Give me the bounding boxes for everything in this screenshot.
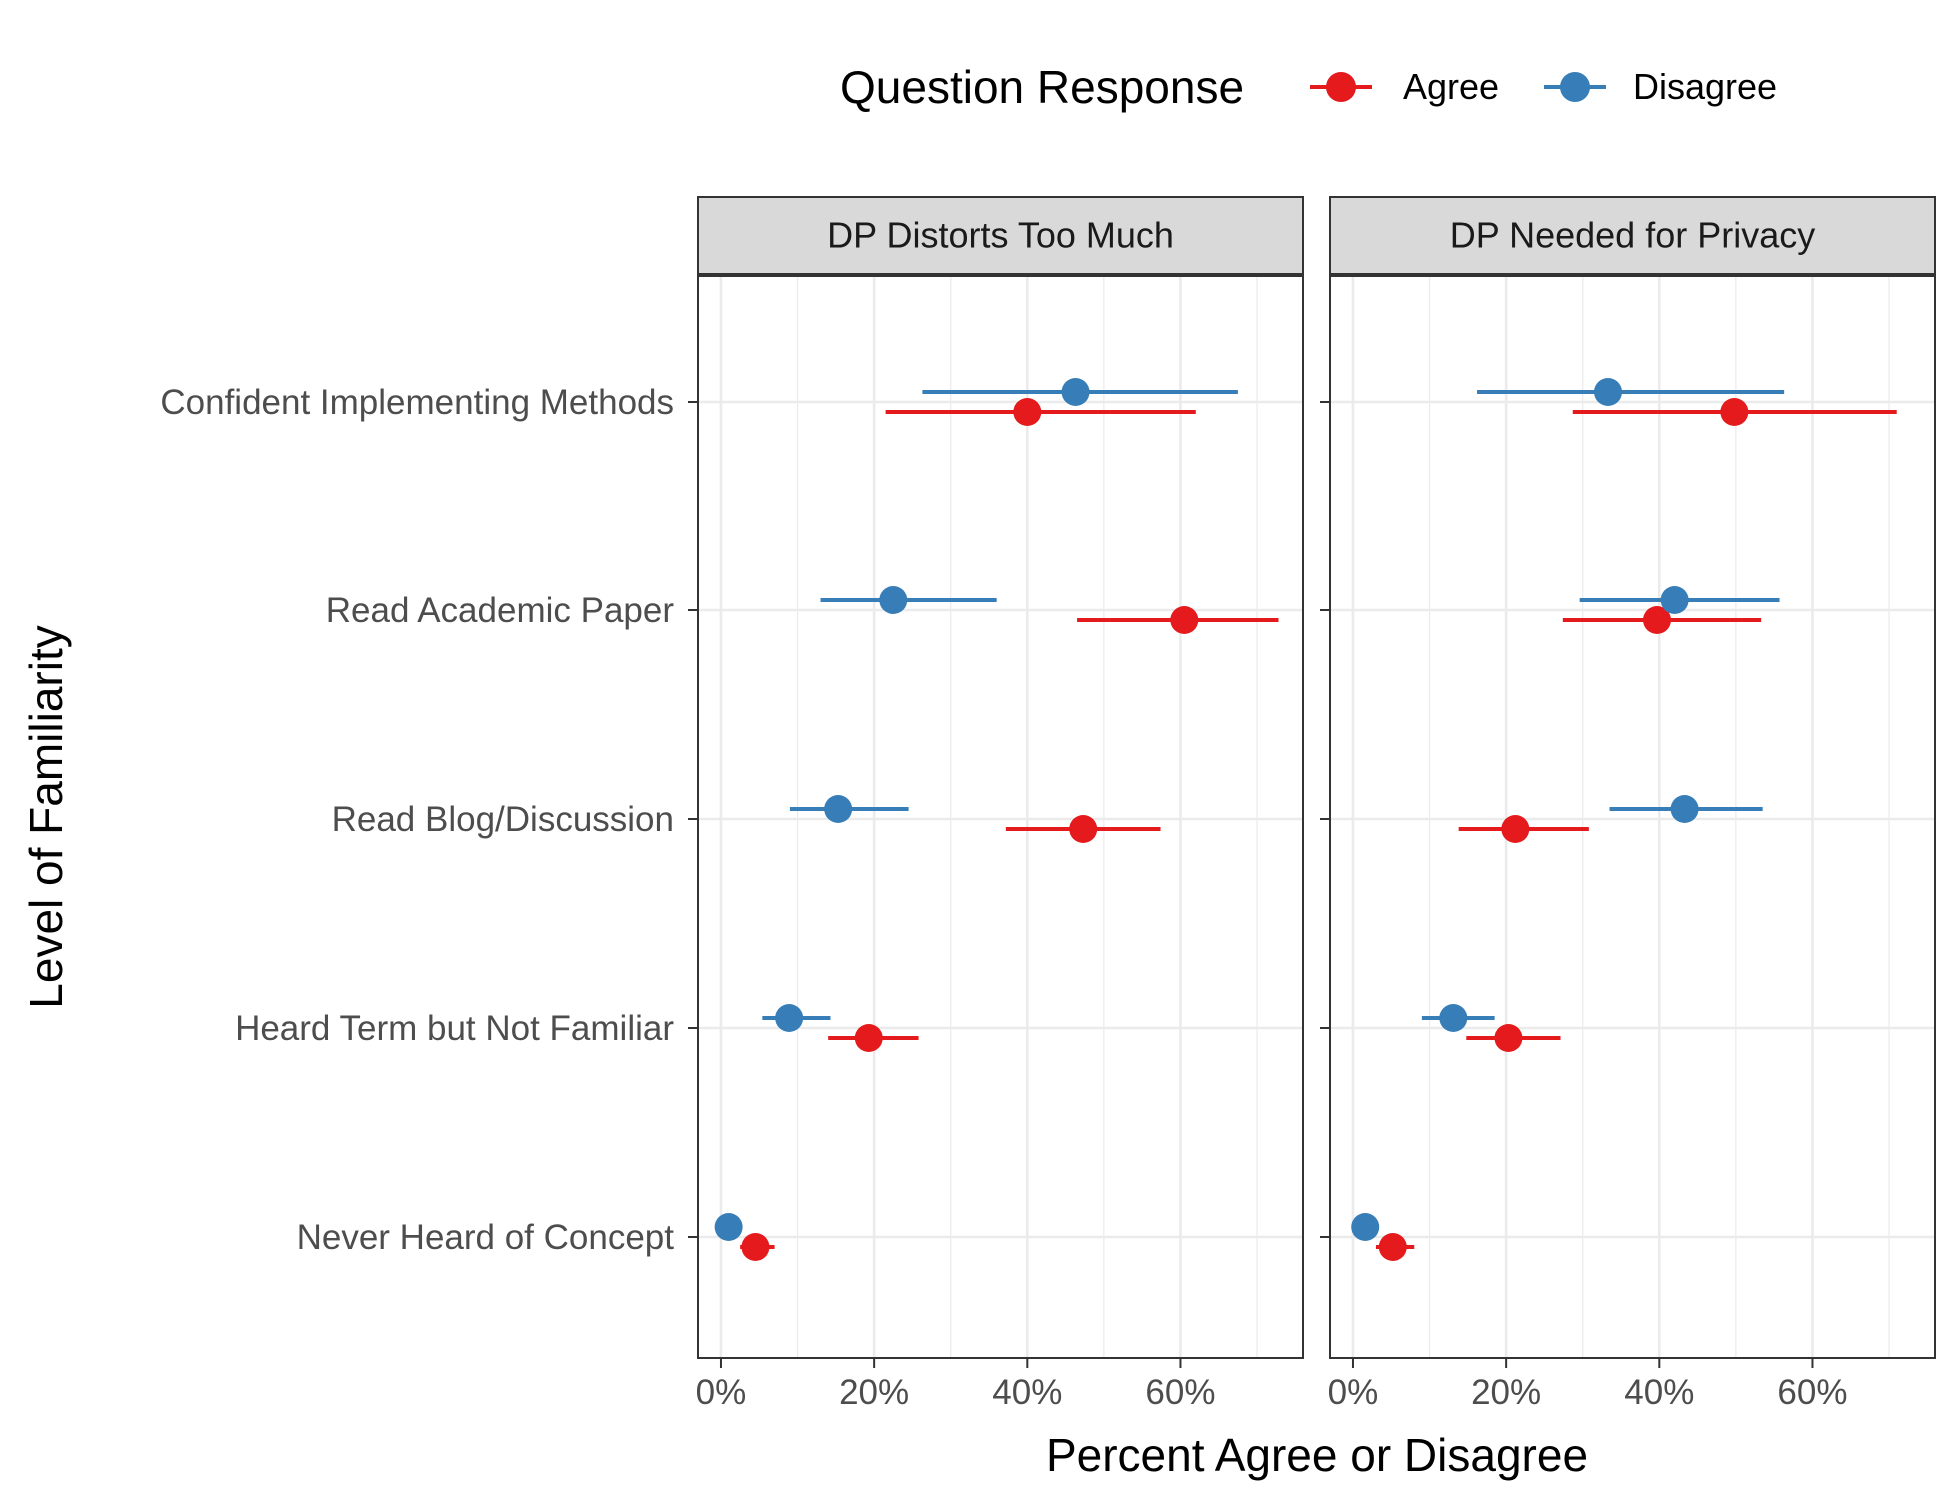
data-point	[1494, 1024, 1523, 1052]
legend-label-agree: Agree	[1403, 66, 1499, 107]
facet-panel-2: DP Needed for Privacy 0% 20% 40% 60%	[1320, 196, 1936, 1412]
x-tick-label: 40%	[1624, 1373, 1694, 1412]
data-point	[1378, 1233, 1407, 1261]
y-axis-tick-labels: Confident Implementing Methods Read Acade…	[160, 383, 674, 1257]
legend: Question Response Agree Disagree	[840, 61, 1777, 113]
data-point	[1501, 815, 1530, 843]
facet-strip-title: DP Needed for Privacy	[1450, 215, 1816, 256]
data-point	[1170, 606, 1199, 634]
x-tick-label: 60%	[1145, 1373, 1215, 1412]
data-point	[741, 1233, 770, 1261]
legend-entry-agree: Agree	[1310, 66, 1499, 107]
legend-label-disagree: Disagree	[1633, 66, 1777, 107]
data-point	[1013, 398, 1042, 426]
legend-entry-disagree: Disagree	[1544, 66, 1777, 107]
series-disagree	[714, 378, 1238, 1241]
panel-border	[697, 275, 1304, 1359]
x-tick-label: 20%	[839, 1373, 909, 1412]
y-tick-label: Confident Implementing Methods	[160, 383, 674, 422]
y-tick-label: Read Academic Paper	[326, 591, 675, 630]
panel-background	[698, 276, 1303, 1358]
facet-strip-title: DP Distorts Too Much	[827, 215, 1174, 256]
series-agree	[1375, 398, 1897, 1261]
facet-strip	[697, 196, 1304, 275]
y-tick-label: Heard Term but Not Familiar	[235, 1009, 674, 1048]
legend-key-dot-agree	[1326, 72, 1356, 102]
data-point	[854, 1024, 883, 1052]
data-point	[1439, 1004, 1468, 1032]
x-tick-label: 60%	[1777, 1373, 1847, 1412]
x-tick-label: 40%	[992, 1373, 1062, 1412]
y-tick-label: Never Heard of Concept	[297, 1218, 675, 1257]
facet-panel-1: DP Distorts Too Much 0% 20% 40% 60%	[688, 196, 1304, 1412]
data-point	[1643, 606, 1672, 634]
facet-strip	[1329, 196, 1936, 275]
series-disagree	[1351, 378, 1785, 1241]
data-point	[1061, 378, 1090, 406]
data-point	[1593, 378, 1622, 406]
y-axis-title: Level of Familiarity	[20, 625, 72, 1008]
data-point	[1351, 1213, 1380, 1241]
data-point	[1670, 795, 1699, 823]
x-axis-title: Percent Agree or Disagree	[1046, 1429, 1588, 1481]
series-agree	[740, 398, 1279, 1261]
legend-title: Question Response	[840, 61, 1244, 113]
x-tick-label: 0%	[1328, 1373, 1379, 1412]
data-point	[824, 795, 853, 823]
data-point	[775, 1004, 804, 1032]
legend-key-dot-disagree	[1560, 72, 1590, 102]
y-tick-label: Read Blog/Discussion	[332, 800, 674, 839]
data-point	[1069, 815, 1098, 843]
data-point	[879, 586, 908, 614]
data-point	[1660, 586, 1689, 614]
x-tick-label: 0%	[696, 1373, 747, 1412]
panel-border	[1329, 275, 1936, 1359]
data-point	[1720, 398, 1749, 426]
panel-background	[1330, 276, 1935, 1358]
data-point	[714, 1213, 743, 1241]
x-tick-label: 20%	[1471, 1373, 1541, 1412]
